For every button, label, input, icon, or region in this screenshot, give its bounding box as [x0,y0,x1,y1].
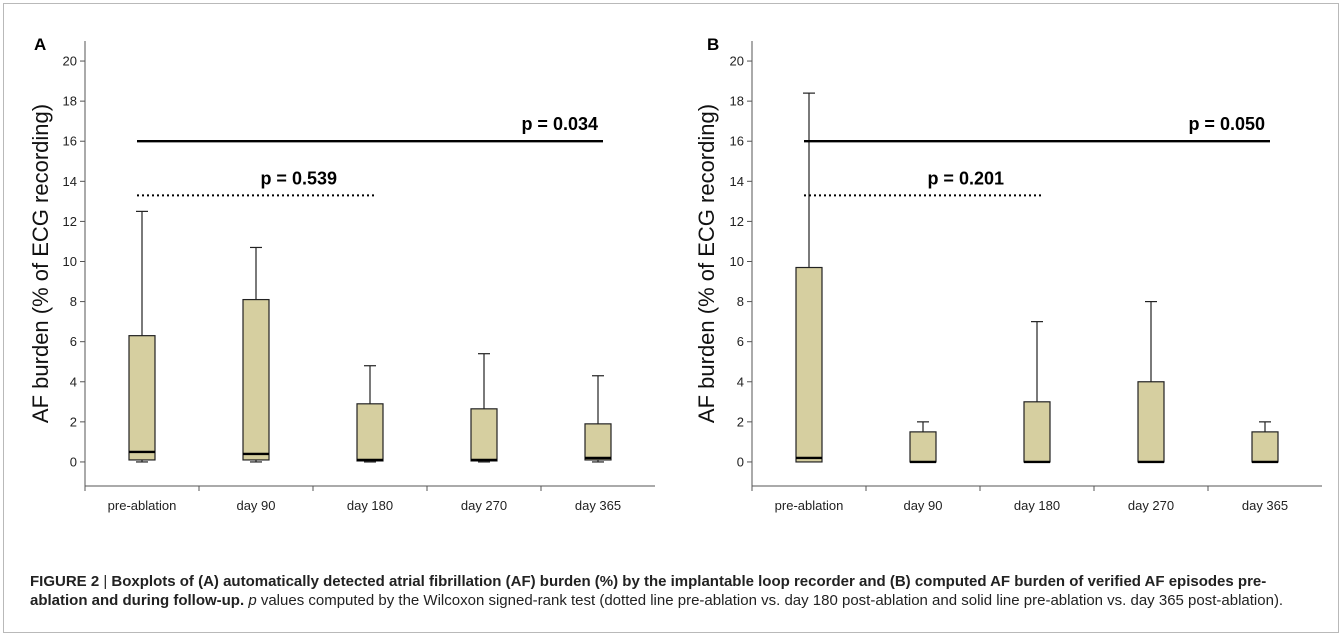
panel-a-x-tick-label: day 270 [461,498,507,513]
panel-b-y-tick-label: 2 [737,414,744,429]
panel-a-y-tick-label: 16 [63,134,77,149]
panel-b-y-tick-label: 20 [730,54,744,69]
panel-b-x-tick-label: day 270 [1128,498,1174,513]
panel-a-y-tick-label: 14 [63,174,77,189]
panel-a-y-tick-label: 4 [70,374,77,389]
panel-b-p-value-solid: p = 0.050 [1188,114,1265,134]
panel-b-y-tick-label: 0 [737,454,744,469]
panel-a-y-tick-label: 12 [63,214,77,229]
panel-a-y-tick-label: 0 [70,454,77,469]
figure-frame [3,3,1339,633]
panel-b-box [1137,381,1165,463]
panel-b-box [909,431,937,463]
panel-b-y-tick-label: 18 [730,94,744,109]
caption-body: values computed by the Wilcoxon signed-r… [256,592,1284,609]
panel-b-x-tick-label: day 365 [1242,498,1288,513]
panel-a-y-tick-label: 18 [63,94,77,109]
panel-b-y-tick-label: 6 [737,334,744,349]
panel-a-y-tick-label: 20 [63,54,77,69]
panel-b-x-tick-label: pre-ablation [775,498,844,513]
caption-separator: | [99,573,112,590]
panel-b-letter: B [707,35,719,54]
panel-a-letter: A [34,35,46,54]
panel-a-p-value-solid: p = 0.034 [521,114,598,134]
panel-a-x-tick-label: day 365 [575,498,621,513]
panel-b-y-tick-label: 12 [730,214,744,229]
panel-a-box [242,298,270,461]
panel-b-box [1023,401,1051,463]
panel-b-x-tick-label: day 180 [1014,498,1060,513]
panel-a-y-axis-label: AF burden (% of ECG recording) [28,104,53,423]
panel-b-y-tick-label: 14 [730,174,744,189]
panel-a-x-tick-label: pre-ablation [108,498,177,513]
panel-a-box [470,408,498,462]
caption-title: Boxplots of (A) automatically detected a… [30,573,1267,609]
panel-b-box [795,266,823,463]
panel-a-p-value-dotted: p = 0.539 [260,168,337,188]
panel-b-y-tick-label: 4 [737,374,744,389]
panel-a-x-tick-label: day 90 [236,498,275,513]
panel-b-box [1251,431,1279,463]
panel-b-p-value-dotted: p = 0.201 [927,168,1004,188]
panel-a-y-tick-label: 2 [70,414,77,429]
panel-b-y-tick-label: 8 [737,294,744,309]
caption-label: FIGURE 2 [30,573,100,590]
figure-caption: FIGURE 2 | Boxplots of (A) automatically… [30,573,1284,609]
panel-a-y-tick-label: 6 [70,334,77,349]
panel-a-box [356,403,384,462]
panel-a-y-tick-label: 8 [70,294,77,309]
panel-b-y-tick-label: 10 [730,254,744,269]
caption-p-symbol: p [248,592,257,609]
panel-b-y-axis-label: AF burden (% of ECG recording) [694,104,719,423]
panel-b-x-tick-label: day 90 [903,498,942,513]
panel-a-y-tick-label: 10 [63,254,77,269]
panel-a-box [584,423,612,461]
panel-b-y-tick-label: 16 [730,134,744,149]
panel-a-x-tick-label: day 180 [347,498,393,513]
panel-a-box [128,335,156,461]
